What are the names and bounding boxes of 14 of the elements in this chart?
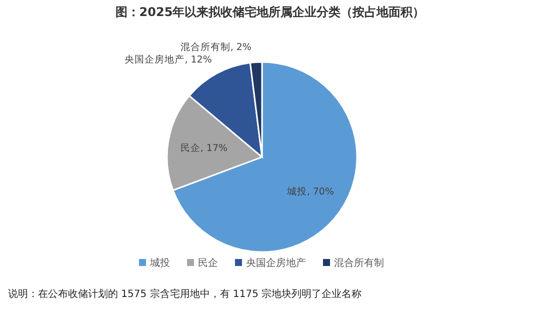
slice-label: 民企 [180,142,200,154]
legend-label: 央国企房地产 [246,257,306,269]
slice-label: 城投 [286,186,307,198]
data-label: , 2% [230,42,252,54]
legend-label: 民企 [198,257,218,269]
text: 说明：在公布收储计划的 1575 宗含宅用地中，有 1175 宗地块列明了企业名称 [8,288,362,300]
slice-label: 央国企房地产 [124,54,185,66]
chart-title: 图：2025年以来拟收储宅地所属企业分类（按占地面积） [115,5,425,19]
legend-label: 城投 [149,257,170,269]
slice-label: 混合所有制 [180,41,230,54]
data-label: , 70% [306,186,334,198]
data-label: , 17% [200,142,228,154]
data-label: , 12% [184,54,212,66]
legend-label: 混合所有制 [334,257,384,269]
